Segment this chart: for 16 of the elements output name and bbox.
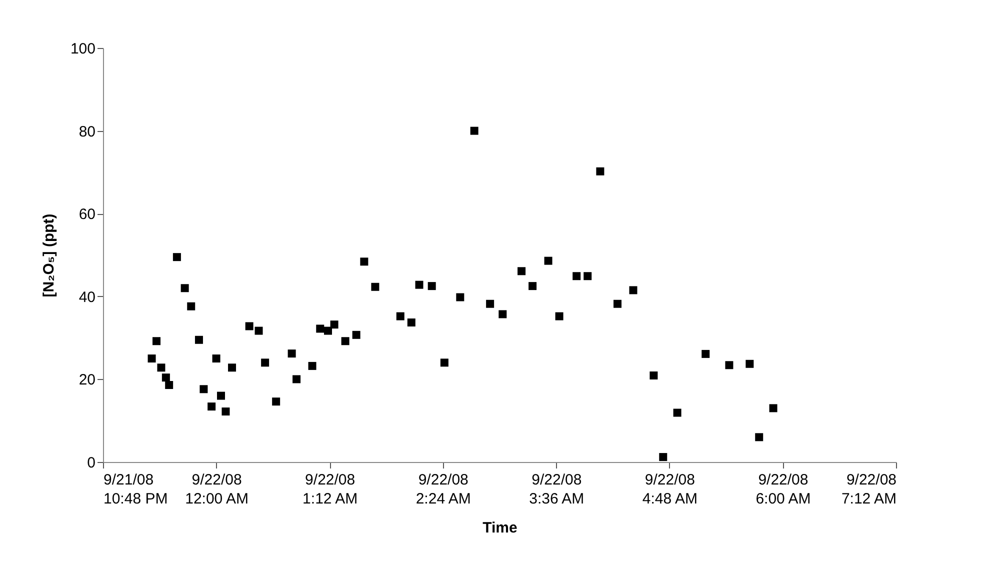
x-tick-label: 9/22/08 6:00 AM: [756, 472, 811, 508]
y-tick-label: 20: [78, 372, 96, 389]
x-tick-label: 9/22/08 3:36 AM: [529, 472, 584, 508]
y-tick-label: 100: [70, 40, 96, 58]
y-tick-label: 40: [78, 288, 96, 306]
x-tick-label: 9/21/08 10:48 PM: [104, 472, 168, 508]
y-tick-label: 0: [87, 454, 96, 472]
x-axis-title: Time: [482, 520, 518, 536]
y-tick-label: 60: [78, 206, 96, 224]
x-tick-label: 9/22/08 7:12 AM: [841, 472, 896, 508]
y-tick-label: 80: [78, 123, 96, 140]
x-tick-label: 9/22/08 2:24 AM: [416, 472, 471, 508]
x-tick-label: 9/22/08 1:12 AM: [302, 472, 358, 508]
y-axis-title: [N₂O₅] (ppt): [40, 214, 58, 298]
x-tick-label: 9/22/08 4:48 AM: [642, 472, 698, 508]
x-tick-label: 9/22/08 12:00 AM: [185, 472, 248, 508]
